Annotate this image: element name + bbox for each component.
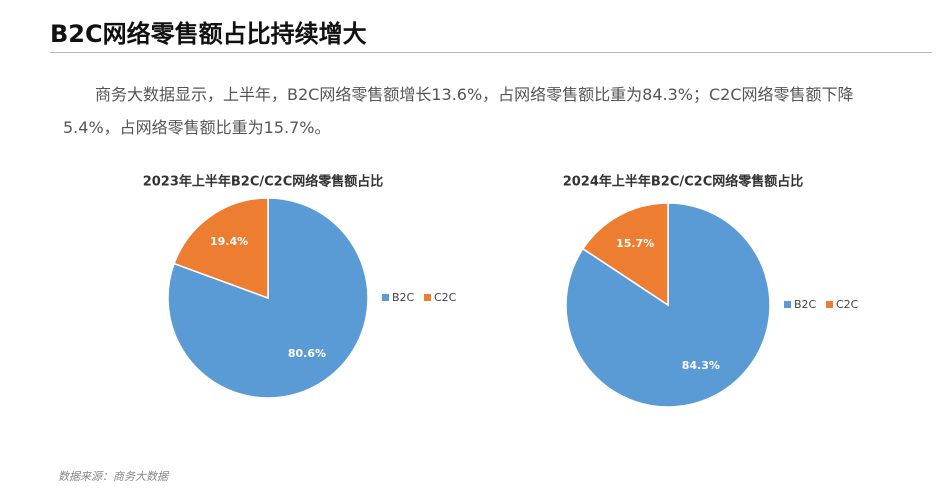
legend-swatch xyxy=(382,294,389,301)
data-label: 19.4% xyxy=(210,235,248,248)
legend-swatch xyxy=(784,301,791,308)
legend-swatch xyxy=(826,301,833,308)
pie-slice xyxy=(581,202,669,307)
data-label: 84.3% xyxy=(682,359,720,372)
data-label: 80.6% xyxy=(288,347,326,360)
data-label: 15.7% xyxy=(616,237,654,250)
pie-slice xyxy=(173,197,269,300)
legend-label: B2C xyxy=(392,291,415,304)
divider xyxy=(50,52,932,53)
chart-title: 2024年上半年B2C/C2C网络零售额占比 xyxy=(563,174,804,190)
pie-slice xyxy=(565,202,771,408)
legend-label: C2C xyxy=(836,298,859,311)
legend-swatch xyxy=(424,294,431,301)
source-note: 数据来源：商务大数据 xyxy=(58,470,168,483)
legend-label: C2C xyxy=(434,291,457,304)
legend-label: B2C xyxy=(794,298,817,311)
page-title: B2C网络零售额占比持续增大 xyxy=(50,20,367,48)
paragraph: 商务大数据显示，上半年，B2C网络零售额增长13.6%，占网络零售额比重为84.… xyxy=(63,85,854,137)
chart-title: 2023年上半年B2C/C2C网络零售额占比 xyxy=(143,174,384,190)
